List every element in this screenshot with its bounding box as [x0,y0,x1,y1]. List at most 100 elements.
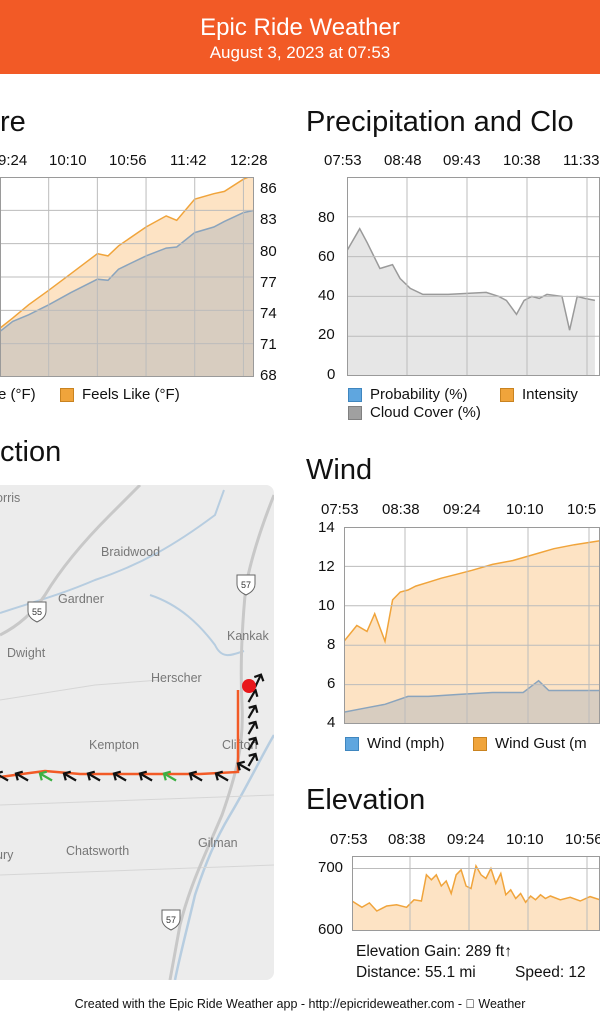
wind-arrow-icon [162,770,177,782]
svg-text:57: 57 [241,580,251,590]
map-label-ury: ury [0,848,14,862]
legend-wind-gust[interactable]: Wind Gust (m [473,735,587,752]
chart-frame [0,177,254,377]
y-tick: 10 [318,597,335,614]
map-label-herscher: Herscher [151,671,202,685]
map-label-kankakee: Kankak [227,629,269,643]
y-tick: 4 [327,714,336,731]
y-tick: 20 [318,326,335,343]
legend-label: Cloud Cover (%) [370,404,481,421]
legend-label: e (°F) [0,386,36,403]
time-tick: 10:10 [506,501,544,518]
wind-arrow-icon [247,704,259,719]
footer: Created with the Epic Ride Weather app -… [0,997,600,1011]
y-tick: 68 [260,367,277,384]
wind-gust-area [344,540,600,724]
time-tick: 11:42 [170,152,207,169]
temperature-area [0,210,254,377]
legend-label: Probability (%) [370,386,468,403]
legend-wind[interactable]: Wind (mph) [345,735,445,752]
time-tick: 11:33 [563,152,600,169]
time-tick: 9:24 [0,152,28,169]
wind-arrow-icon [0,770,9,782]
speed: Speed: 12 [515,964,586,981]
footer-weather-label: Weather [471,997,525,1011]
wind-arrow-icon [86,770,101,782]
orange-swatch-icon [500,387,514,402]
map-label-orris: orris [0,491,20,505]
legend-feels-like[interactable]: Feels Like (°F) [60,386,180,403]
svg-text:55: 55 [32,607,42,617]
river [173,734,274,980]
interstate-57 [168,494,274,980]
legend-label: Wind (mph) [367,735,445,752]
elevation-gain: Elevation Gain: 289 ft↑ [356,943,512,960]
legend-temperature[interactable]: e (°F) [0,386,36,403]
y-tick: 83 [260,211,277,228]
precipitation-chart [347,177,600,376]
orange-swatch-icon [60,387,74,402]
legend-intensity[interactable]: Intensity [500,386,578,403]
distance: Distance: 55.1 mi [356,964,476,981]
blue-swatch-icon [345,736,359,751]
wind-arrow-icon [247,752,259,767]
footer-text: Created with the Epic Ride Weather app -… [74,997,466,1011]
river [149,594,245,657]
y-tick: 6 [327,675,336,692]
y-tick: 700 [318,859,344,876]
map-label-chatsworth: Chatsworth [66,844,129,858]
app-title: Epic Ride Weather [200,14,400,41]
orange-swatch-icon [473,736,487,751]
route-end-marker [242,679,256,693]
y-tick: 600 [318,921,344,938]
road [0,864,274,876]
time-tick: 09:43 [443,152,481,169]
y-tick: 86 [260,180,277,197]
time-tick: 10:10 [506,831,544,848]
map-label-braidwood: Braidwood [101,545,160,559]
time-tick: 08:38 [388,831,426,848]
route-map[interactable]: 55 57 57 orris Braidwood Gardner Dwight … [0,485,274,980]
wind-arrow-icon [247,736,259,751]
legend-label: Intensity [522,386,578,403]
wind-chart [344,527,600,724]
wind-arrow-icon [138,770,153,782]
elevation-title: Elevation [306,784,426,816]
time-tick: 08:38 [382,501,420,518]
cloud-cover-area [347,228,595,376]
y-tick: 8 [327,636,336,653]
time-tick: 10:10 [49,152,87,169]
interstate-55 [0,485,142,637]
time-tick: 10:5 [567,501,597,518]
wind-arrow-icon [214,770,229,782]
y-tick: 14 [318,519,335,536]
time-tick: 08:48 [384,152,422,169]
map-label-dwight: Dwight [7,646,46,660]
interstate-57-shield-icon: 57 [236,574,256,596]
time-tick: 09:24 [443,501,481,518]
time-tick: 09:24 [447,831,485,848]
report-datetime: August 3, 2023 at 07:53 [209,43,391,62]
legend-probability[interactable]: Probability (%) [348,386,468,403]
elevation-chart [352,856,600,931]
time-tick: 10:56 [109,152,147,169]
legend-cloud-cover[interactable]: Cloud Cover (%) [348,404,481,421]
legend-label: Feels Like (°F) [82,386,180,403]
temperature-line [0,209,254,332]
elevation-area [352,866,600,931]
wind-arrow-icon [38,770,53,782]
app-header: Epic Ride Weather August 3, 2023 at 07:5… [0,0,600,74]
map-background [0,485,274,980]
temperature-title: re [0,106,26,138]
time-tick: 10:56 [565,831,600,848]
apple-logo-icon:  [466,997,479,1011]
y-tick: 0 [327,366,336,383]
y-tick: 12 [318,558,335,575]
y-tick: 77 [260,274,277,291]
y-tick: 80 [318,209,335,226]
wind-area [344,680,600,724]
wind-arrow-icon [188,770,203,782]
cloud-cover-line [347,227,596,331]
map-label-gilman: Gilman [198,836,238,850]
interstate-55-shield-icon: 55 [27,601,47,623]
